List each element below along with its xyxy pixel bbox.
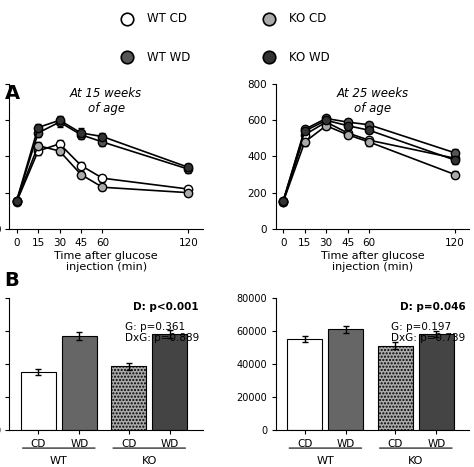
X-axis label: Time after glucose
injection (min): Time after glucose injection (min) (321, 251, 425, 272)
Bar (287, 339, 322, 430)
Text: B: B (5, 271, 19, 290)
Bar (21, 372, 56, 430)
Text: KO: KO (142, 456, 157, 466)
Text: WT: WT (50, 456, 68, 466)
Text: KO WD: KO WD (289, 51, 330, 64)
Text: WT WD: WT WD (147, 51, 191, 64)
Text: KO CD: KO CD (289, 12, 327, 25)
Bar (152, 334, 187, 430)
Bar (111, 366, 146, 430)
Bar (419, 334, 454, 430)
Text: At 25 weeks
of age: At 25 weeks of age (337, 87, 409, 115)
Bar (62, 336, 97, 430)
Text: D: p=0.046: D: p=0.046 (400, 302, 465, 312)
Bar (378, 346, 413, 430)
Text: WT CD: WT CD (147, 12, 187, 25)
Text: KO: KO (408, 456, 423, 466)
Text: At 15 weeks
of age: At 15 weeks of age (70, 87, 142, 115)
X-axis label: Time after glucose
injection (min): Time after glucose injection (min) (54, 251, 158, 272)
Text: A: A (5, 84, 20, 103)
Text: G: p=0.197
DxG: p=0.739: G: p=0.197 DxG: p=0.739 (391, 322, 465, 343)
Bar (328, 329, 364, 430)
Text: D: p<0.001: D: p<0.001 (133, 302, 199, 312)
Text: WT: WT (317, 456, 334, 466)
Text: G: p=0.361
DxG: p=0.889: G: p=0.361 DxG: p=0.889 (125, 322, 199, 343)
